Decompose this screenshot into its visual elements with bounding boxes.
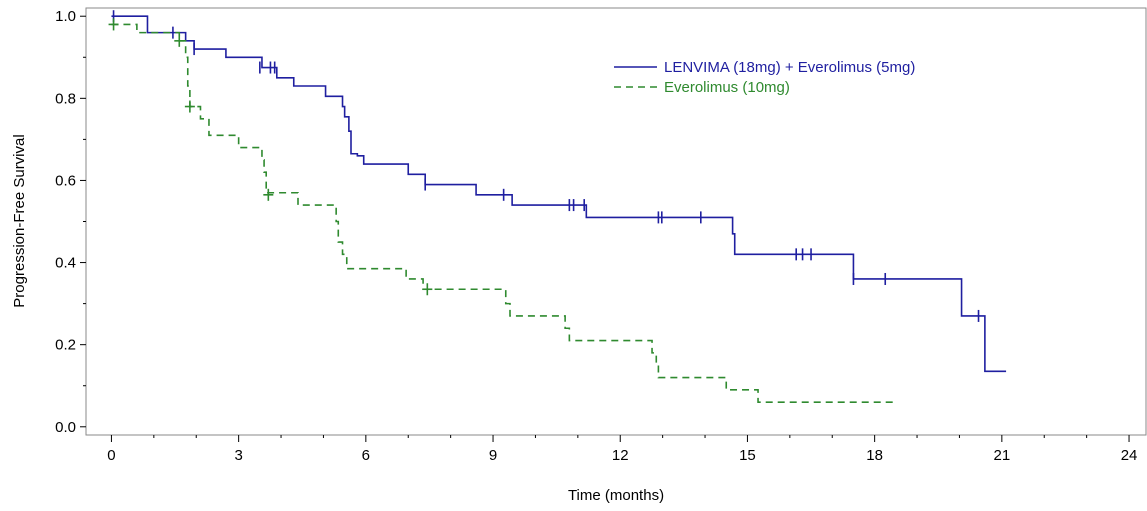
series-layer: [108, 10, 1007, 403]
legend: LENVIMA (18mg) + Everolimus (5mg) Everoli…: [614, 59, 915, 96]
y-tick-label: 0.4: [55, 255, 76, 272]
y-tick-label: 0.0: [55, 419, 76, 436]
legend-label: Everolimus (10mg): [664, 79, 790, 96]
x-axis: 0 3 6 9 12 15 18 21 24: [107, 435, 1137, 464]
y-tick-label: 0.6: [55, 172, 76, 189]
x-tick-label: 3: [234, 447, 242, 464]
x-tick-label: 12: [612, 447, 629, 464]
legend-label: LENVIMA (18mg) + Everolimus (5mg): [664, 59, 915, 76]
series-line: [111, 15, 1007, 373]
x-tick-label: 6: [362, 447, 370, 464]
x-tick-label: 24: [1121, 447, 1138, 464]
x-tick-label: 9: [489, 447, 497, 464]
y-tick-label: 1.0: [55, 8, 76, 25]
x-tick-label: 0: [107, 447, 115, 464]
series-line: [111, 23, 896, 403]
y-tick-label: 0.8: [55, 90, 76, 107]
x-tick-label: 21: [993, 447, 1010, 464]
series-1: [111, 10, 1007, 373]
y-axis-label: Progression-Free Survival: [11, 134, 28, 307]
series-2: [108, 18, 896, 403]
x-axis-label: Time (months): [568, 487, 664, 504]
x-tick-label: 18: [866, 447, 883, 464]
y-axis: 0.0 0.2 0.4 0.6 0.8 1.0: [55, 8, 86, 436]
x-tick-label: 15: [739, 447, 756, 464]
y-tick-label: 0.2: [55, 337, 76, 354]
